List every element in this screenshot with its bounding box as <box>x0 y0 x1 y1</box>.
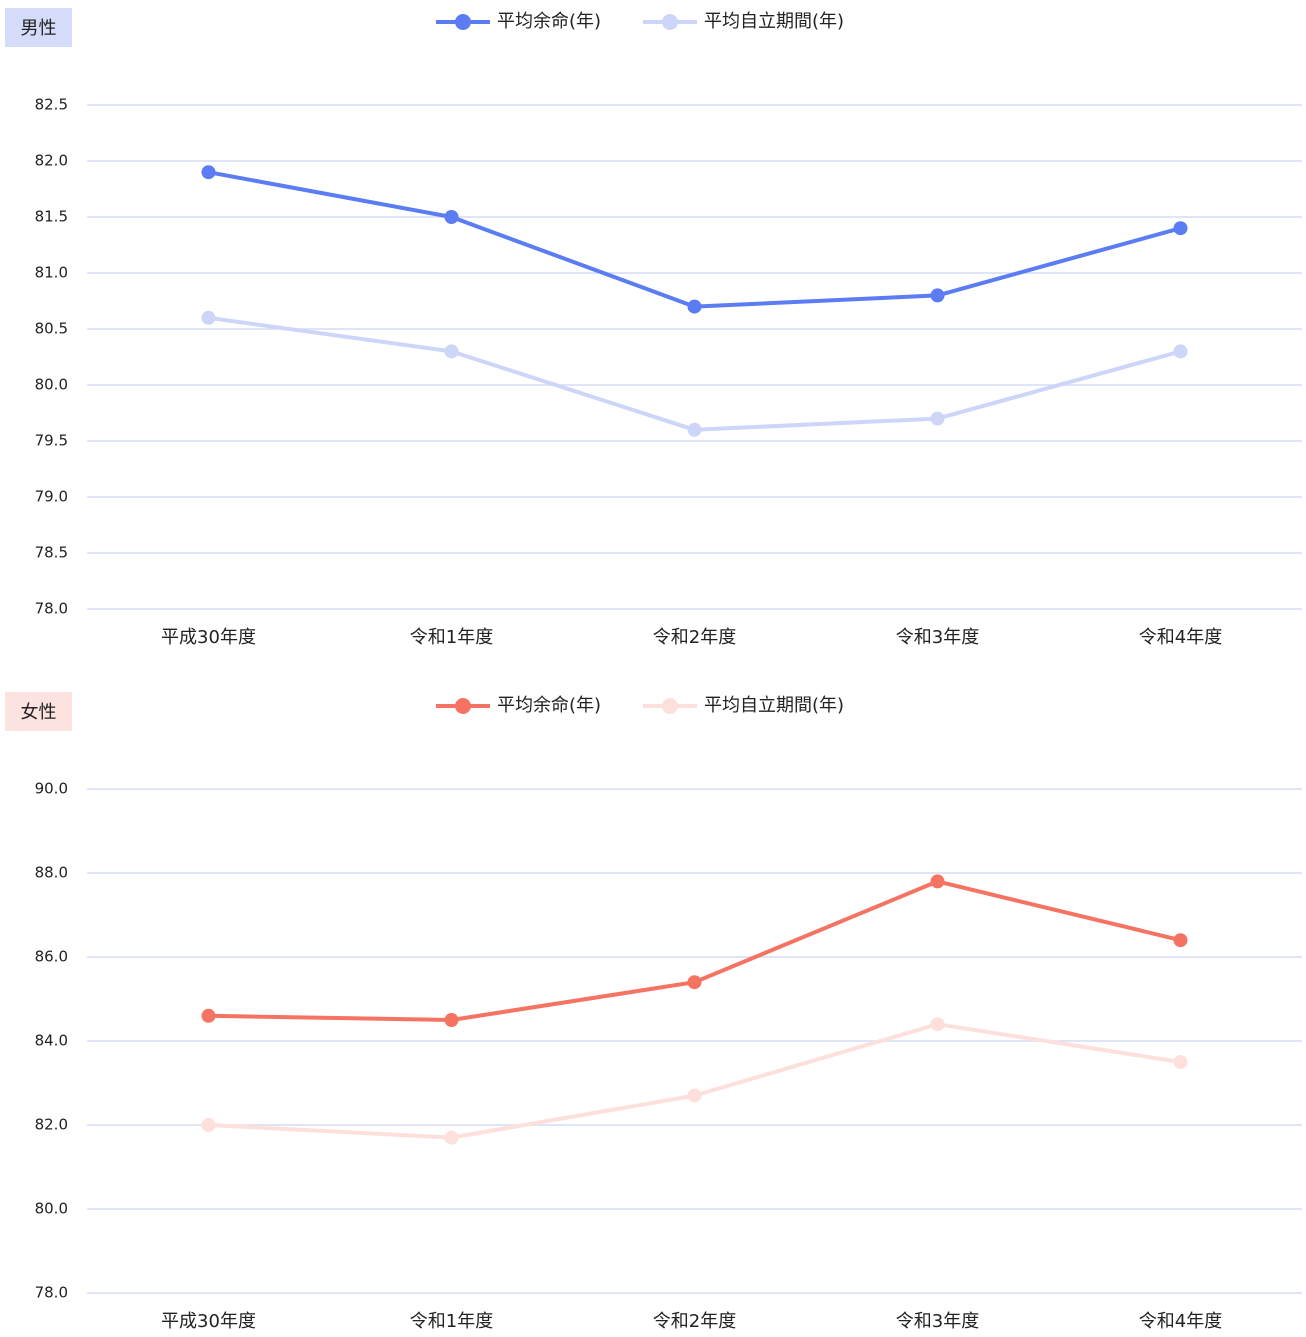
data-point <box>444 1130 459 1145</box>
y-tick-label: 80.0 <box>35 376 68 394</box>
data-point <box>687 299 702 314</box>
chart-title: 女性 <box>21 702 57 723</box>
x-tick-label: 令和4年度 <box>1139 627 1222 648</box>
data-point <box>1173 1055 1188 1069</box>
y-tick-label: 78.0 <box>35 1284 68 1302</box>
data-point <box>687 975 702 990</box>
y-tick-label: 82.5 <box>35 96 68 114</box>
data-point <box>444 344 459 359</box>
x-tick-label: 令和2年度 <box>653 627 736 648</box>
data-point <box>930 1017 945 1032</box>
chart-title: 男性 <box>21 18 57 39</box>
data-point <box>1173 344 1188 359</box>
chart: 78.0 80.0 82.0 84.0 86.0 88.0 90.0 平成30年度 令和1年度 令… <box>5 692 1302 1332</box>
y-tick-label: 78.0 <box>35 600 68 618</box>
data-point <box>201 165 216 180</box>
series-line <box>208 879 1181 1022</box>
legend-label: 平均自立期間(年) <box>704 11 844 32</box>
legend-marker <box>455 698 471 714</box>
x-tick-label: 平成30年度 <box>161 627 256 648</box>
legend-label: 平均余命(年) <box>497 11 601 32</box>
y-tick-label: 90.0 <box>35 780 68 798</box>
legend-marker <box>662 14 678 30</box>
series-line <box>208 170 1182 309</box>
x-tick-label: 平成30年度 <box>161 1311 256 1332</box>
y-tick-label: 86.0 <box>35 948 68 966</box>
x-tick-label: 令和3年度 <box>896 1311 979 1332</box>
data-point <box>1173 221 1188 236</box>
data-point <box>201 1118 216 1132</box>
x-tick-label: 令和3年度 <box>896 627 979 648</box>
y-tick-label: 78.5 <box>35 544 68 562</box>
data-point <box>930 288 945 303</box>
x-tick-label: 令和1年度 <box>410 627 493 648</box>
y-tick-label: 81.5 <box>35 208 68 226</box>
legend-label: 平均余命(年) <box>497 695 601 716</box>
legend-marker <box>455 14 471 30</box>
data-point <box>687 422 702 437</box>
data-point <box>201 310 216 325</box>
y-tick-label: 79.0 <box>35 488 68 506</box>
y-tick-label: 80.0 <box>35 1200 68 1218</box>
y-tick-label: 88.0 <box>35 864 68 882</box>
y-tick-label: 82.0 <box>35 1116 68 1134</box>
x-tick-label: 令和4年度 <box>1139 1311 1222 1332</box>
series-line <box>208 315 1182 432</box>
data-point <box>930 411 945 426</box>
data-point <box>1173 933 1188 948</box>
data-point <box>687 1088 702 1103</box>
data-point <box>444 1013 459 1027</box>
legend-label: 平均自立期間(年) <box>704 695 844 716</box>
chart: 78.0 78.5 79.0 79.5 80.0 80.5 81.0 81.5 82.0 82.5… <box>5 8 1302 648</box>
y-tick-label: 80.5 <box>35 320 68 338</box>
data-point <box>930 874 945 889</box>
y-tick-label: 84.0 <box>35 1032 68 1050</box>
data-point <box>201 1008 216 1023</box>
legend-marker <box>662 698 678 714</box>
y-tick-label: 81.0 <box>35 264 68 282</box>
y-tick-label: 82.0 <box>35 152 68 170</box>
x-tick-label: 令和2年度 <box>653 1311 736 1332</box>
title-badge <box>5 8 72 47</box>
title-badge <box>5 692 72 731</box>
y-tick-label: 79.5 <box>35 432 68 450</box>
x-tick-label: 令和1年度 <box>410 1311 493 1332</box>
data-point <box>444 210 459 224</box>
